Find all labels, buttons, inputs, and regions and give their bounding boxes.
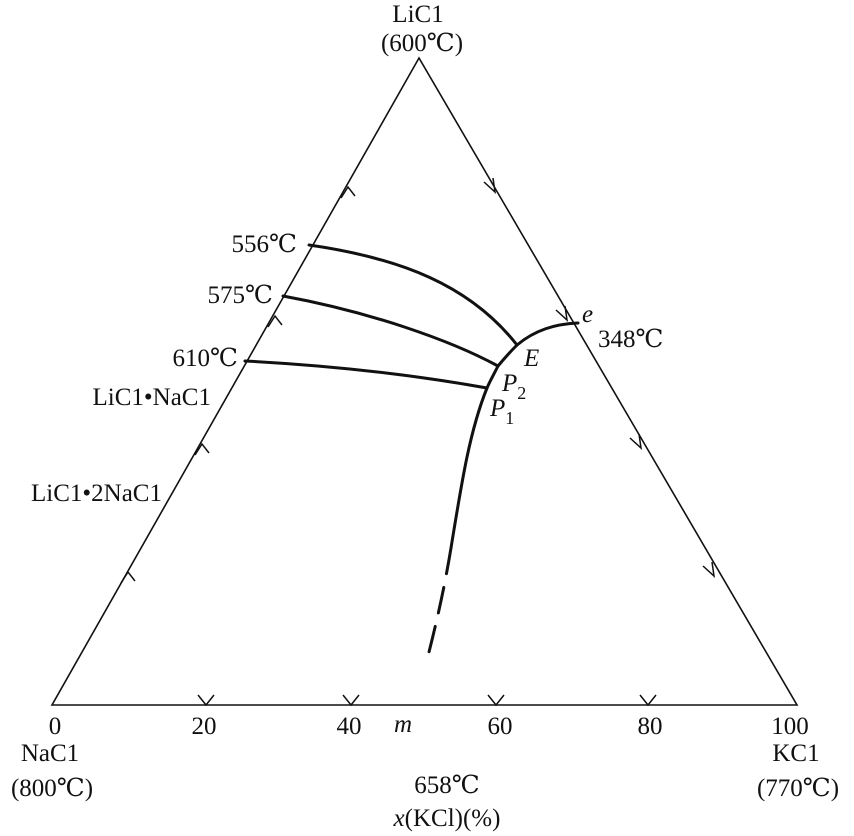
arrow-bottom-3 xyxy=(487,694,505,707)
boundary-P2-P1 xyxy=(485,364,500,390)
x-axis-title-rest: (KCl)(%) xyxy=(405,805,501,832)
vertex-top-temp: (600℃) xyxy=(381,30,463,57)
point-m-temp: 658℃ xyxy=(414,772,479,799)
triangle-outline xyxy=(50,56,799,706)
x-tick-60: 60 xyxy=(488,713,513,740)
vertex-right-name: KC1 xyxy=(772,740,819,767)
arrow-right-edge-3 xyxy=(629,433,643,450)
x-tick-40: 40 xyxy=(337,713,362,740)
isotherm-556-label: 556℃ xyxy=(232,231,297,258)
arrow-bottom-4 xyxy=(639,694,657,707)
arrow-right-edge-4 xyxy=(702,561,716,578)
arrow-left-edge-3 xyxy=(194,442,210,456)
point-P1-label: P1 xyxy=(489,395,514,428)
x-tick-0: 0 xyxy=(49,713,62,740)
compound-1-label: LiC1•NaC1 xyxy=(93,384,211,411)
vertex-right-temp: (770℃) xyxy=(757,775,839,802)
x-axis-title-var: x xyxy=(393,805,405,832)
point-e-temp: 348℃ xyxy=(598,326,663,353)
point-P2-base: P xyxy=(501,370,517,397)
arrow-bottom-1 xyxy=(197,694,215,707)
point-P2-sub: 2 xyxy=(517,383,526,403)
isotherm-610-label: 610℃ xyxy=(173,345,238,372)
point-P1-base: P xyxy=(489,395,505,422)
boundary-E-P2 xyxy=(496,343,519,368)
boundary-dashed xyxy=(427,546,453,654)
x-axis-title: x(KCl)(%) xyxy=(393,805,501,832)
arrow-bottom-2 xyxy=(342,694,360,707)
arrow-right-edge-2 xyxy=(555,305,569,322)
point-P1-sub: 1 xyxy=(505,408,514,428)
isotherm-610 xyxy=(243,359,489,390)
point-E-label: E xyxy=(523,345,539,372)
arrow-right-edge-1 xyxy=(483,177,497,194)
vertex-left-temp: (800℃) xyxy=(11,775,93,802)
isotherm-575 xyxy=(281,294,500,368)
point-e-label: e xyxy=(582,301,593,328)
isotherm-556 xyxy=(307,243,519,347)
x-tick-100: 100 xyxy=(771,713,809,740)
isotherm-575-label: 575℃ xyxy=(208,282,273,309)
x-tick-80: 80 xyxy=(638,713,663,740)
arrow-left-edge-2 xyxy=(267,314,283,328)
vertex-left-name: NaC1 xyxy=(21,740,79,767)
boundary-P1-down xyxy=(449,386,489,550)
arrow-left-edge-1 xyxy=(340,185,356,199)
boundary-e-E xyxy=(515,321,580,347)
point-P2-label: P2 xyxy=(501,370,526,403)
vertex-top-name: LiC1 xyxy=(392,1,443,28)
compound-2-label: LiC1•2NaC1 xyxy=(31,480,162,507)
point-m-label: m xyxy=(394,711,412,738)
x-tick-20: 20 xyxy=(192,713,217,740)
arrow-left-edge-4 xyxy=(120,570,136,584)
